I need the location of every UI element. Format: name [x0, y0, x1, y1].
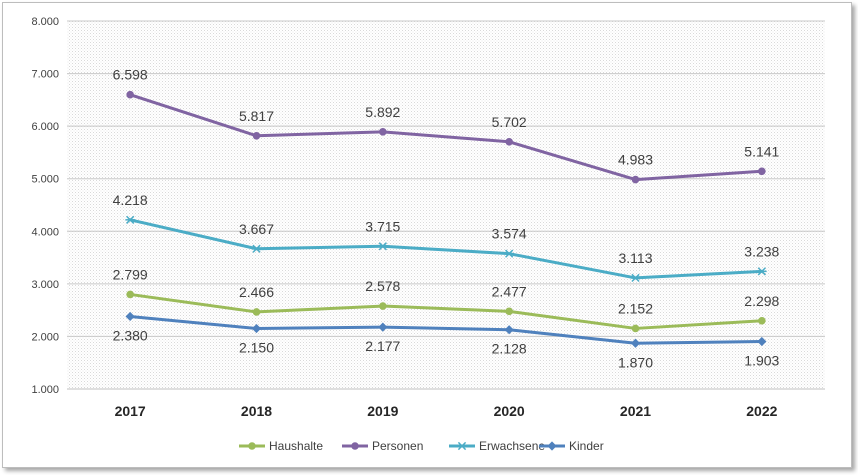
data-point	[547, 441, 557, 451]
legend-item-kinder: Kinder	[539, 439, 604, 453]
y-tick-label: 4.000	[31, 226, 59, 238]
data-label: 5.702	[492, 114, 527, 130]
data-point	[125, 311, 135, 322]
series-line	[128, 93, 764, 182]
x-tick-label: 2020	[494, 403, 525, 419]
data-label: 2.298	[744, 293, 779, 309]
data-point	[630, 273, 641, 283]
data-point	[630, 338, 641, 348]
data-label: 2.150	[239, 340, 274, 356]
y-tick-label: 7.000	[31, 69, 59, 81]
data-point	[504, 325, 514, 335]
data-label: 3.667	[239, 221, 274, 237]
data-label: 2.152	[618, 300, 653, 316]
data-point	[631, 324, 640, 333]
series-erwachsene	[125, 215, 767, 283]
y-tick-label: 8.000	[31, 16, 59, 28]
data-label: 1.870	[618, 354, 653, 370]
series-line	[128, 218, 764, 280]
data-point	[252, 308, 261, 316]
plot-area	[67, 21, 825, 389]
data-label: 3.574	[492, 226, 527, 242]
data-label: 1.903	[744, 353, 779, 369]
legend-label: Haushalte	[269, 439, 323, 453]
data-point	[351, 442, 359, 450]
x-tick-label: 2018	[241, 403, 272, 419]
data-label: 3.715	[365, 218, 400, 234]
y-tick-label: 6.000	[31, 121, 59, 133]
data-point	[378, 322, 388, 332]
series-line	[128, 314, 764, 345]
legend-label: Personen	[372, 439, 423, 453]
data-label: 6.598	[113, 67, 148, 83]
data-label: 2.177	[365, 338, 400, 354]
data-label: 4.983	[618, 152, 653, 168]
data-point	[378, 242, 388, 251]
x-tick-label: 2021	[620, 403, 651, 419]
data-point	[379, 302, 387, 310]
data-point	[126, 290, 134, 299]
data-point	[252, 131, 261, 140]
data-point	[504, 249, 514, 258]
data-point	[251, 323, 262, 334]
legend-item-erwachsene: Erwachsene	[449, 439, 545, 453]
data-point	[248, 442, 256, 450]
series-personen	[126, 90, 766, 184]
line-chart: 1.000 2.000 3.000 4.000 5.000 6.000 7.000 8.000…	[31, 16, 825, 453]
y-tick-label: 5.000	[31, 174, 59, 186]
x-tick-label: 2022	[746, 403, 777, 419]
data-label: 5.892	[365, 104, 400, 120]
data-label: 2.578	[365, 278, 400, 294]
data-label: 2.128	[492, 341, 527, 357]
data-point	[457, 441, 467, 451]
data-label: 2.466	[239, 284, 274, 300]
legend: Haushalte Personen Erwachsene Kinder	[239, 439, 604, 453]
legend-label: Erwachsene	[479, 439, 545, 453]
series-kinder	[125, 311, 767, 348]
data-point	[125, 215, 135, 224]
data-point	[505, 138, 513, 146]
data-label: 2.799	[113, 266, 148, 282]
series-haushalte	[126, 290, 766, 333]
y-tick-label: 3.000	[31, 279, 59, 291]
data-label: 5.817	[239, 108, 274, 124]
legend-label: Kinder	[569, 439, 604, 453]
chart-frame: 1.000 2.000 3.000 4.000 5.000 6.000 7.000 8.000…	[2, 2, 852, 468]
data-point	[757, 336, 767, 347]
data-point	[126, 90, 134, 99]
data-label: 5.141	[744, 143, 779, 159]
data-label: 3.113	[619, 250, 653, 266]
data-label: 2.477	[492, 283, 527, 299]
data-point	[505, 307, 513, 316]
data-point	[251, 244, 262, 253]
data-point	[758, 167, 766, 176]
data-point	[758, 316, 766, 325]
data-label: 4.218	[113, 192, 148, 208]
legend-item-haushalte: Haushalte	[239, 439, 323, 453]
data-label: 2.380	[113, 327, 148, 343]
x-tick-label: 2019	[367, 403, 398, 419]
data-label: 3.238	[744, 243, 779, 259]
data-point	[631, 175, 640, 184]
series-line	[128, 292, 764, 330]
y-tick-label: 2.000	[31, 331, 59, 343]
y-tick-label: 1.000	[31, 384, 59, 396]
data-point	[757, 267, 767, 276]
data-point	[379, 128, 387, 136]
legend-item-personen: Personen	[342, 439, 423, 453]
x-tick-label: 2017	[115, 403, 146, 419]
